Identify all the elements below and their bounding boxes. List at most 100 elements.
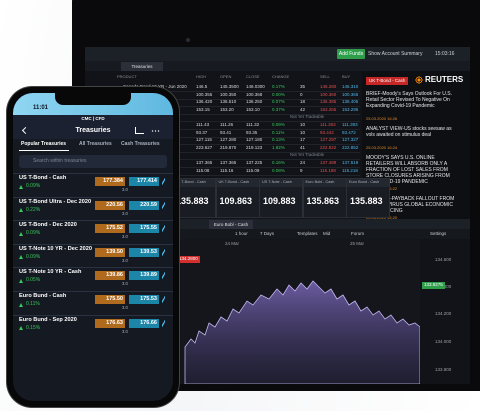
buy-button[interactable]: 175.55 [129,224,159,234]
table-cell: 127.115 [196,137,212,143]
buy-button[interactable]: 139.53 [129,247,159,257]
table-cell: 115.09 [246,167,260,173]
row-separator [115,113,360,115]
table-cell: 111.32 [246,122,260,127]
more-icon[interactable] [151,130,160,132]
price-tile[interactable]: UK T-Bond - Cash 109.863 [215,178,260,218]
price-tile[interactable]: Euro Bund - Cash 135.883 [346,178,390,218]
not-tradeable-note: Not Yet Tradeable [290,114,325,120]
quick-trade-icon [162,201,165,209]
clock: 15:03:16 [435,50,455,57]
price-tile[interactable]: Euro Bobl - Cash 135.863 [302,178,347,218]
buy-button[interactable]: 220.59 [129,200,159,210]
table-cell: 219.123 [246,144,263,150]
tile-name: US T-Note - Cash [262,180,292,184]
table-cell: 0.13% [272,137,285,143]
price-area [184,280,420,384]
toolbar-button[interactable]: Templates [297,230,318,236]
table-cell: 136.420 [196,99,213,105]
change: 0.09% [26,183,41,189]
search-placeholder: Search within treasuries [33,158,87,164]
toolbar-button[interactable]: 1 hour [235,230,248,236]
table-cell: 146.310 [342,84,359,89]
buy-button[interactable]: 175.53 [129,295,159,304]
sell-button[interactable]: 175.50 [95,295,125,304]
instrument-name[interactable]: US T-Note 10 YR - Dec 2020 [19,245,92,252]
up-arrow-icon [19,278,23,283]
table-cell: 24 [300,160,306,165]
table-cell: 111.393 [342,122,358,127]
toolbar-button[interactable]: 7 Days [260,230,275,236]
tile-name: UK T-Bond - Cash [218,180,250,184]
sell-button[interactable]: 220.56 [95,200,125,210]
tab-underline [19,150,69,152]
buy-button[interactable]: 139.89 [129,271,159,281]
table-cell: 219.870 [220,144,237,150]
tab[interactable]: All Treasuries [79,141,112,147]
search-box[interactable] [19,155,167,168]
change: 0.15% [26,324,41,331]
table-cell: 10 [300,122,306,127]
table-cell: 93.442 [320,129,334,135]
table-cell: 17 [300,137,306,143]
up-arrow-icon [19,302,23,307]
toolbar-button[interactable]: Mid [323,230,331,236]
news-headline[interactable]: MOODY'S SAYS U.S. ONLINE RETAILERS WILL … [366,155,450,185]
instrument-name[interactable]: Euro Bund - Sep 2020 [19,316,77,323]
reuters-logo-dot [415,76,423,84]
not-tradeable-note: Not Yet Tradeable [290,152,325,158]
instrument-name[interactable]: US T-Bond - Dec 2020 [19,222,77,229]
price-tile[interactable]: US T-Bond - Cash 135.883 [172,178,216,218]
up-arrow-icon [19,184,23,189]
sell-button[interactable]: 177.384 [95,177,125,186]
news-headline[interactable]: BRIEF-Moody's Says Outlook For U.S. Reta… [366,91,452,109]
row-separator [115,121,360,122]
table-cell: 222.822 [320,144,337,150]
product-name: Canada Bond 10 YR - Jun 2020 [123,84,187,89]
table-cell: 115.188 [320,167,336,173]
camera [186,38,190,42]
instrument-name[interactable]: US T-Note 10 YR - Cash [19,269,82,276]
tab[interactable]: Popular Treasuries [21,141,67,147]
instrument-name[interactable]: US T-Bond - Cash [19,175,67,181]
sell-button[interactable]: 176.63 [95,318,125,328]
table-cell: 153.20 [220,106,234,112]
row-separator [115,174,360,176]
table-cell: 0.07% [272,99,285,105]
account-summary[interactable]: Show Account Summary [368,50,423,57]
instrument-name[interactable]: US T-Bond Ultra - Dec 2020 [19,198,92,205]
table-cell: 146.280 [320,84,337,89]
row-separator [115,98,360,100]
table-cell: 127.327 [342,137,359,143]
sell-button[interactable]: 139.50 [95,247,125,257]
product-tab[interactable]: Treasuries [121,62,163,71]
row-separator [13,220,173,221]
table-cell: 93.37 [196,129,208,135]
chart-icon[interactable] [135,127,144,134]
tab[interactable]: Cash Treasuries [121,141,160,147]
buy-button[interactable]: 177.414 [129,177,159,186]
buy-button[interactable]: 176.66 [129,318,159,328]
instrument-name[interactable]: Euro Bund - Cash [19,293,67,299]
chart-tab[interactable]: Euro Bobl - Cash [209,220,253,229]
tile-header [303,179,346,187]
table-header: OPEN [220,74,232,79]
price-tile[interactable]: US T-Note - Cash 109.883 [259,178,303,218]
table-cell: 18 [300,99,306,105]
toolbar-button[interactable]: Settings [430,230,447,236]
sell-button[interactable]: 139.86 [95,271,125,281]
row-separator [13,173,173,174]
spread: 3.0 [122,187,128,192]
sell-button[interactable]: 175.52 [95,224,125,234]
page-title: Treasuries [75,127,111,134]
table-cell: 115.218 [342,167,358,173]
table-cell: 222.852 [342,144,359,150]
table-cell: 0.17% [272,84,285,89]
chart-toolbar [172,229,470,239]
table-header: PRODUCT [117,74,137,79]
table-cell: 111.43 [196,122,210,127]
add-funds-button[interactable]: Add Funds [337,49,365,59]
toolbar-button[interactable]: Forum [351,230,365,236]
news-headline[interactable]: ANALYST VIEW-US stocks seesaw as vols aw… [366,126,452,138]
table-cell: 41 [300,144,306,150]
